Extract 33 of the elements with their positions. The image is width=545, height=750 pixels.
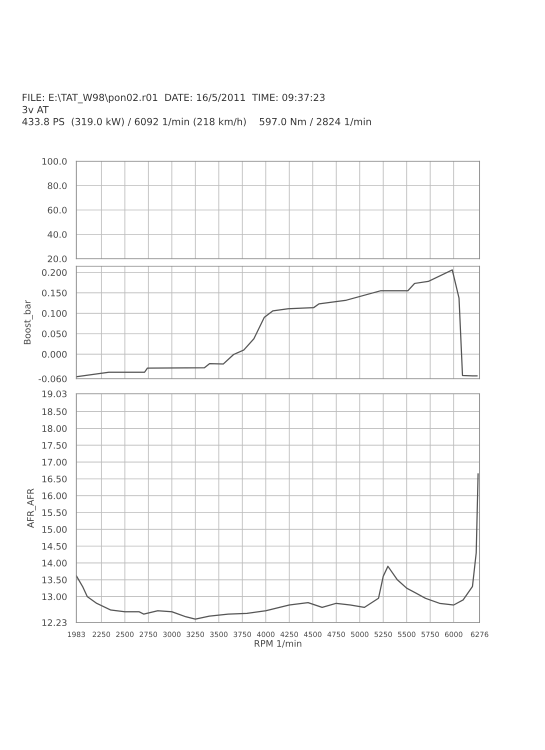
y-tick-label: 15.50 <box>42 509 67 516</box>
y-tick-label: 13.50 <box>42 576 67 584</box>
y-tick-label: 0.100 <box>42 310 67 317</box>
y-tick-label: 80.0 <box>48 182 67 190</box>
y-tick-label: 15.00 <box>42 526 67 533</box>
y-tick-label: 12.23 <box>42 619 67 626</box>
text: FILE: E:\TAT_W98\pon02.r01 DATE: 16/5/2011 TIME: 09:37:23 <box>22 94 325 104</box>
y-axis-title: AFR_AFR <box>27 488 36 528</box>
y-tick-label: 17.50 <box>42 442 67 449</box>
y-tick-label: 16.00 <box>42 492 67 500</box>
y-tick-label: 14.50 <box>42 542 67 550</box>
y-tick-label: 18.50 <box>42 408 67 416</box>
y-tick-label: 100.0 <box>42 158 67 165</box>
y-tick-label: -0.060 <box>38 375 67 382</box>
y-tick-label: 0.000 <box>42 350 67 358</box>
y-tick-label: 14.00 <box>42 560 67 567</box>
y-tick-label: 0.050 <box>42 330 67 338</box>
line-series <box>76 473 479 620</box>
text: 433.8 PS (319.0 kW) / 6092 1/min (218 km/h) 597.0 Nm / 2824 1/min <box>22 118 371 126</box>
y-tick-label: 0.150 <box>42 290 67 296</box>
x-axis-title: RPM 1/min <box>254 640 302 648</box>
y-tick-label: 19.03 <box>42 390 67 398</box>
y-tick-label: 13.00 <box>42 593 67 600</box>
y-axis-title: Boost_bar <box>24 300 33 344</box>
text: 3v AT <box>22 106 49 114</box>
line-series <box>76 269 478 378</box>
y-tick-label: 20.0 <box>48 255 67 262</box>
y-tick-label: 16.50 <box>42 476 67 482</box>
y-tick-label: 17.00 <box>42 458 67 466</box>
y-tick-label: 0.200 <box>42 269 67 276</box>
y-tick-label: 40.0 <box>48 231 67 238</box>
y-tick-label: 60.0 <box>48 206 67 214</box>
y-tick-label: 18.00 <box>42 425 67 432</box>
